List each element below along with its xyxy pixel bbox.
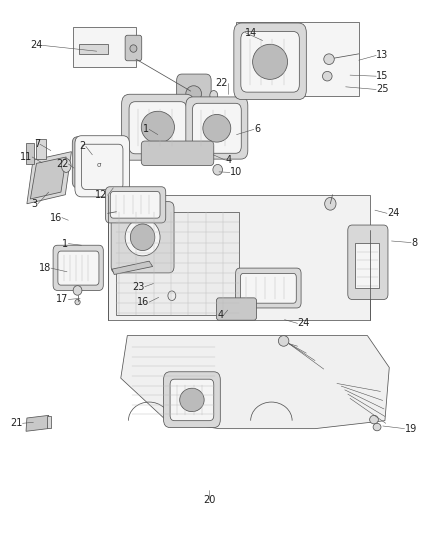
Ellipse shape xyxy=(75,300,80,305)
Bar xyxy=(79,44,108,54)
Ellipse shape xyxy=(279,336,289,346)
FancyBboxPatch shape xyxy=(111,201,174,273)
Ellipse shape xyxy=(325,197,336,210)
Bar xyxy=(73,27,136,67)
Ellipse shape xyxy=(213,165,223,175)
Text: 12: 12 xyxy=(95,190,108,200)
FancyBboxPatch shape xyxy=(125,35,142,61)
Ellipse shape xyxy=(373,423,381,431)
Text: 13: 13 xyxy=(376,51,389,60)
FancyBboxPatch shape xyxy=(110,191,160,218)
Ellipse shape xyxy=(370,415,378,424)
FancyBboxPatch shape xyxy=(141,141,214,165)
FancyBboxPatch shape xyxy=(129,102,187,154)
Text: 21: 21 xyxy=(10,418,22,429)
FancyBboxPatch shape xyxy=(186,97,248,159)
Bar xyxy=(46,416,51,428)
Polygon shape xyxy=(112,261,152,274)
Text: 7: 7 xyxy=(34,139,40,149)
Ellipse shape xyxy=(73,286,82,295)
Polygon shape xyxy=(27,152,71,204)
Bar xyxy=(36,140,46,159)
Bar xyxy=(237,22,359,96)
Ellipse shape xyxy=(186,86,201,102)
Text: 14: 14 xyxy=(245,28,258,38)
Text: 1: 1 xyxy=(62,239,68,248)
Ellipse shape xyxy=(141,111,174,143)
FancyBboxPatch shape xyxy=(53,245,103,290)
Text: σ: σ xyxy=(97,163,101,168)
FancyBboxPatch shape xyxy=(348,225,388,300)
FancyBboxPatch shape xyxy=(58,251,99,285)
Ellipse shape xyxy=(253,44,288,79)
FancyBboxPatch shape xyxy=(75,136,130,197)
Text: 10: 10 xyxy=(230,167,242,177)
Text: 4: 4 xyxy=(226,155,232,165)
FancyBboxPatch shape xyxy=(241,31,299,92)
Text: 1: 1 xyxy=(143,124,149,134)
Text: 25: 25 xyxy=(376,84,389,94)
Ellipse shape xyxy=(324,54,334,64)
Bar xyxy=(26,143,34,165)
Ellipse shape xyxy=(210,91,218,100)
Ellipse shape xyxy=(130,45,137,52)
FancyBboxPatch shape xyxy=(163,372,220,427)
FancyBboxPatch shape xyxy=(192,103,241,154)
Ellipse shape xyxy=(131,224,155,251)
Text: 20: 20 xyxy=(203,495,215,505)
Text: 8: 8 xyxy=(411,238,417,247)
Text: 24: 24 xyxy=(297,318,310,328)
Text: 16: 16 xyxy=(137,297,149,307)
Text: 17: 17 xyxy=(56,294,68,304)
Ellipse shape xyxy=(322,71,332,81)
Text: 2: 2 xyxy=(80,141,86,151)
Polygon shape xyxy=(30,157,66,199)
Text: 4: 4 xyxy=(217,310,223,320)
FancyBboxPatch shape xyxy=(170,379,214,421)
Text: 18: 18 xyxy=(39,263,51,273)
FancyBboxPatch shape xyxy=(72,137,119,188)
Polygon shape xyxy=(26,415,49,431)
FancyBboxPatch shape xyxy=(106,187,166,223)
Text: 22: 22 xyxy=(215,78,228,88)
Bar xyxy=(355,243,379,288)
Text: 22: 22 xyxy=(56,159,68,169)
Bar xyxy=(117,212,239,316)
Text: 16: 16 xyxy=(49,213,62,223)
Text: 11: 11 xyxy=(20,152,32,162)
Ellipse shape xyxy=(125,219,160,256)
FancyBboxPatch shape xyxy=(234,23,306,100)
Text: 15: 15 xyxy=(376,71,389,81)
FancyBboxPatch shape xyxy=(240,273,296,303)
Text: 24: 24 xyxy=(30,41,42,50)
Text: 19: 19 xyxy=(405,424,417,434)
Ellipse shape xyxy=(61,159,71,172)
Text: 3: 3 xyxy=(32,199,38,209)
FancyBboxPatch shape xyxy=(236,268,301,308)
Bar xyxy=(108,195,370,320)
FancyBboxPatch shape xyxy=(122,94,194,160)
FancyBboxPatch shape xyxy=(216,298,257,320)
Polygon shape xyxy=(121,336,389,429)
Ellipse shape xyxy=(203,115,231,142)
Ellipse shape xyxy=(180,388,204,411)
FancyBboxPatch shape xyxy=(177,74,211,114)
Text: 23: 23 xyxy=(132,282,145,292)
Text: 6: 6 xyxy=(254,124,260,134)
Text: 24: 24 xyxy=(387,208,399,219)
